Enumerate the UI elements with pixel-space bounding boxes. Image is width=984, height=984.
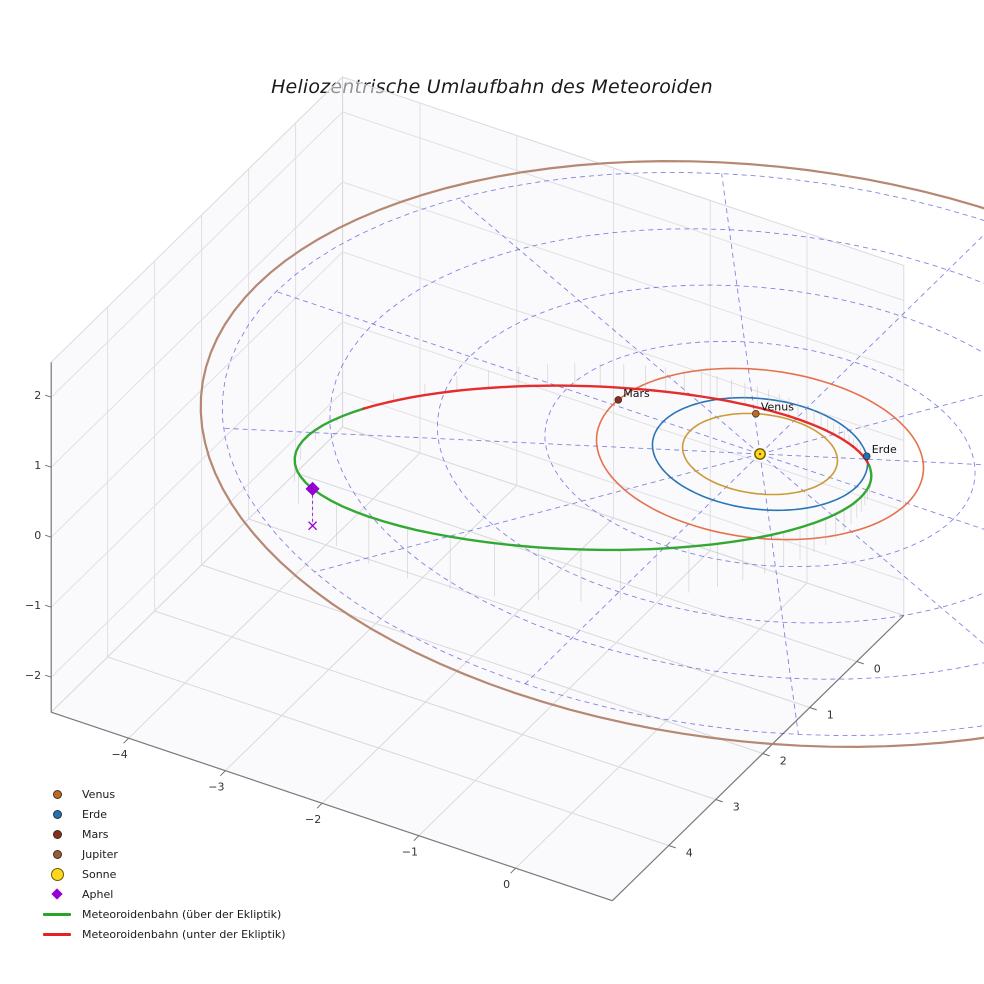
venus-label: Venus xyxy=(761,401,794,414)
legend-label: Jupiter xyxy=(82,847,118,861)
aphel-projection-x-marker xyxy=(308,521,318,531)
legend-marker xyxy=(38,888,76,900)
legend-marker xyxy=(38,809,76,819)
axes: −4 −3 −2 −1 0 0 1 2 3 4 −2 −1 0 1 2 xyxy=(25,362,905,902)
legend-label: Mars xyxy=(82,827,109,841)
legend: Venus Erde Mars Jupiter Sonne Aphel Meteoroide… xyxy=(38,784,286,944)
y-tick-label: 0 xyxy=(874,663,881,676)
x-tick-label: 0 xyxy=(503,878,510,891)
venus-marker xyxy=(752,409,760,418)
legend-item-aphel: Aphel xyxy=(38,884,286,904)
legend-dot-large-swatch xyxy=(50,867,64,881)
ecliptic-spoke xyxy=(759,234,984,455)
ecliptic-spoke xyxy=(759,453,984,530)
ecliptic-circle xyxy=(544,340,976,568)
ecliptic-spoke xyxy=(759,453,984,645)
ecliptic-spoke xyxy=(314,453,761,573)
orbit-stems xyxy=(294,363,872,602)
x-tick-label: −4 xyxy=(111,748,127,761)
mars-marker xyxy=(614,396,623,404)
legend-label: Aphel xyxy=(82,887,114,901)
x-tick-label: −3 xyxy=(208,781,224,794)
z-tick-label: −2 xyxy=(25,669,41,682)
x-tick-label: −2 xyxy=(305,813,321,826)
legend-label: Sonne xyxy=(82,867,117,881)
legend-item-venus: Venus xyxy=(38,784,286,804)
y-tick-label: 3 xyxy=(733,801,740,814)
x-tick-label: −1 xyxy=(402,846,418,859)
z-tick-label: −1 xyxy=(25,599,41,612)
legend-dot-swatch xyxy=(52,829,62,839)
mars-label: Mars xyxy=(623,387,650,400)
legend-marker xyxy=(38,932,76,936)
mars-orbit xyxy=(595,367,925,541)
legend-line-swatch xyxy=(43,932,71,936)
meteoroid-below-ecliptic-path xyxy=(362,384,855,448)
legend-diamond-swatch xyxy=(51,888,63,900)
legend-item-erde: Erde xyxy=(38,804,286,824)
pane-grid xyxy=(50,103,904,869)
markers: Venus Erde Mars xyxy=(305,387,897,531)
y-tick-label: 1 xyxy=(827,709,834,722)
ecliptic-spoke xyxy=(458,197,761,455)
z-tick-label: 0 xyxy=(34,529,41,542)
aphel-marker xyxy=(305,481,320,496)
legend-marker xyxy=(38,912,76,916)
erde-marker xyxy=(862,452,871,460)
ecliptic-spoke xyxy=(524,453,761,685)
legend-dot-swatch xyxy=(52,809,62,819)
erde-label: Erde xyxy=(872,443,897,456)
legend-label: Meteoroidenbahn (unter der Ekliptik) xyxy=(82,927,286,941)
legend-label: Erde xyxy=(82,807,108,821)
legend-item-meteoroidenbahn: Meteoroidenbahn (unter der Ekliptik) xyxy=(38,924,286,944)
jupiter-orbit xyxy=(199,159,984,749)
legend-dot-swatch xyxy=(52,789,62,799)
legend-label: Meteoroidenbahn (über der Ekliptik) xyxy=(82,907,282,921)
erde-orbit xyxy=(651,396,869,512)
ecliptic-spoke xyxy=(759,453,799,735)
legend-label: Venus xyxy=(82,787,116,801)
legend-item-jupiter: Jupiter xyxy=(38,844,286,864)
legend-line-swatch xyxy=(43,912,71,916)
ecliptic-circle xyxy=(437,284,984,624)
z-tick-label: 1 xyxy=(34,459,41,472)
legend-item-mars: Mars xyxy=(38,824,286,844)
venus-orbit xyxy=(681,412,839,496)
ecliptic-spoke xyxy=(276,291,761,455)
axes-panes xyxy=(50,75,905,902)
legend-item-sonne: Sonne xyxy=(38,864,286,884)
planet-orbits xyxy=(199,159,984,749)
y-tick-label: 4 xyxy=(686,847,693,860)
legend-dot-swatch xyxy=(52,849,62,859)
legend-marker xyxy=(38,789,76,799)
legend-marker xyxy=(38,829,76,839)
z-tick-label: 2 xyxy=(34,389,41,402)
meteoroid-below-ecliptic-path xyxy=(852,445,871,467)
legend-item-meteoroidenbahn: Meteoroidenbahn (über der Ekliptik) xyxy=(38,904,286,924)
legend-marker xyxy=(38,849,76,859)
y-tick-label: 2 xyxy=(780,755,787,768)
sun-center-dot xyxy=(758,452,762,456)
legend-marker xyxy=(38,867,76,881)
